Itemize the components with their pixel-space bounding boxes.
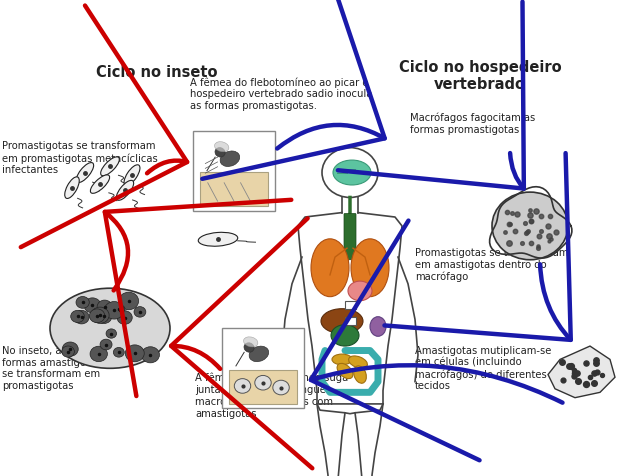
Ellipse shape bbox=[249, 346, 269, 362]
Circle shape bbox=[115, 305, 125, 314]
Circle shape bbox=[90, 346, 108, 362]
Ellipse shape bbox=[215, 148, 225, 157]
Text: A fêmea do flebotomíneo suga
juntamente com o sangue
macrófagos infectados com
a: A fêmea do flebotomíneo suga juntamente … bbox=[195, 373, 348, 419]
Ellipse shape bbox=[64, 177, 80, 198]
Text: No inseto, as
formas amastigotas
se transformam em
promastigotas: No inseto, as formas amastigotas se tran… bbox=[2, 346, 101, 391]
Ellipse shape bbox=[321, 309, 363, 334]
Circle shape bbox=[273, 380, 289, 395]
Circle shape bbox=[492, 192, 568, 260]
Circle shape bbox=[117, 311, 132, 324]
Circle shape bbox=[255, 376, 271, 390]
Circle shape bbox=[141, 347, 160, 363]
Circle shape bbox=[113, 304, 125, 314]
Ellipse shape bbox=[370, 317, 386, 336]
Text: A fêmea do flebotomíneo ao picar o
hospedeiro vertebrado sadio inocula
as formas: A fêmea do flebotomíneo ao picar o hospe… bbox=[190, 77, 372, 111]
Circle shape bbox=[105, 302, 124, 319]
Circle shape bbox=[125, 345, 144, 362]
Ellipse shape bbox=[351, 239, 389, 297]
Circle shape bbox=[100, 339, 112, 350]
Ellipse shape bbox=[354, 366, 366, 383]
Text: Promastigotas se transformam
em promastigotas metacíclicas
infectantes: Promastigotas se transformam em promasti… bbox=[2, 141, 158, 175]
Ellipse shape bbox=[348, 281, 372, 301]
Ellipse shape bbox=[124, 165, 140, 186]
Circle shape bbox=[90, 309, 105, 323]
Circle shape bbox=[113, 347, 124, 357]
Circle shape bbox=[74, 310, 89, 324]
Circle shape bbox=[91, 307, 109, 323]
Ellipse shape bbox=[50, 288, 170, 368]
Circle shape bbox=[62, 342, 78, 356]
FancyBboxPatch shape bbox=[193, 131, 275, 211]
FancyBboxPatch shape bbox=[344, 301, 356, 309]
FancyBboxPatch shape bbox=[222, 328, 304, 408]
FancyBboxPatch shape bbox=[344, 317, 356, 325]
Circle shape bbox=[62, 346, 74, 357]
Circle shape bbox=[84, 298, 101, 313]
Ellipse shape bbox=[244, 343, 254, 352]
Ellipse shape bbox=[244, 337, 258, 347]
Circle shape bbox=[134, 307, 146, 317]
Ellipse shape bbox=[349, 356, 367, 368]
Circle shape bbox=[119, 292, 138, 310]
FancyBboxPatch shape bbox=[200, 172, 268, 206]
Ellipse shape bbox=[311, 239, 349, 297]
Circle shape bbox=[96, 309, 112, 324]
Ellipse shape bbox=[337, 363, 353, 378]
Ellipse shape bbox=[101, 157, 120, 176]
Text: Macrófagos fagocitam as
formas promastigotas: Macrófagos fagocitam as formas promastig… bbox=[410, 113, 535, 135]
Ellipse shape bbox=[220, 151, 240, 167]
Circle shape bbox=[71, 310, 85, 323]
FancyBboxPatch shape bbox=[229, 370, 297, 404]
Ellipse shape bbox=[333, 160, 371, 185]
Ellipse shape bbox=[116, 180, 133, 200]
Ellipse shape bbox=[76, 163, 94, 182]
Circle shape bbox=[106, 329, 116, 338]
Ellipse shape bbox=[198, 232, 238, 246]
Ellipse shape bbox=[90, 175, 110, 193]
Polygon shape bbox=[548, 346, 615, 397]
FancyBboxPatch shape bbox=[344, 213, 356, 260]
Text: Ciclo no inseto: Ciclo no inseto bbox=[96, 65, 218, 80]
Ellipse shape bbox=[215, 142, 229, 152]
Ellipse shape bbox=[331, 325, 359, 346]
Circle shape bbox=[97, 300, 112, 313]
Text: Promastigotas se transformam
em amastigotas dentro do
macrófago: Promastigotas se transformam em amastigo… bbox=[415, 248, 568, 282]
Text: Amastigotas mutiplicam-se
em células (incluindo
macrófagos) de diferentes
tecido: Amastigotas mutiplicam-se em células (in… bbox=[415, 346, 552, 391]
Circle shape bbox=[76, 297, 90, 308]
Ellipse shape bbox=[332, 354, 352, 365]
Circle shape bbox=[234, 378, 250, 393]
Text: Ciclo no hospedeiro
vertebrado: Ciclo no hospedeiro vertebrado bbox=[399, 60, 562, 92]
